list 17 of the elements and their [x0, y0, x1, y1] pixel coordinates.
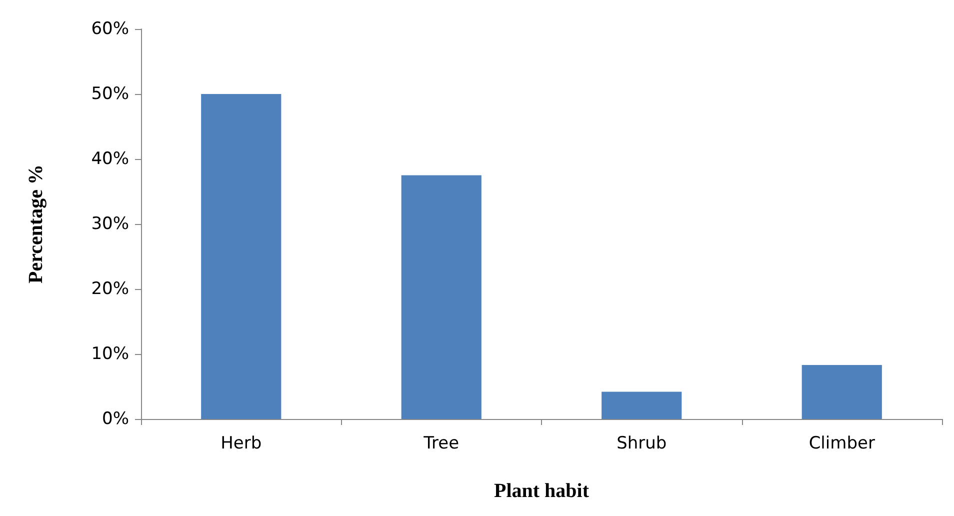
x-tick-label: Herb	[220, 434, 262, 454]
y-axis-title: Percentage %	[25, 164, 47, 284]
y-tick-label: 60%	[91, 19, 129, 39]
bar	[802, 365, 882, 419]
bar	[201, 94, 282, 419]
x-tick-label: Shrub	[616, 434, 667, 454]
y-tick-label: 30%	[91, 214, 129, 234]
y-tick-label: 20%	[91, 279, 129, 299]
y-tick-label: 0%	[102, 409, 129, 429]
y-tick-label: 40%	[91, 149, 129, 169]
y-tick-label: 10%	[91, 344, 129, 364]
x-tick-label: Climber	[808, 434, 875, 454]
x-tick-label: Tree	[422, 434, 460, 454]
bar	[602, 392, 682, 419]
x-axis-title: Plant habit	[494, 480, 590, 502]
y-tick-label: 50%	[91, 84, 129, 104]
bar	[401, 175, 482, 419]
